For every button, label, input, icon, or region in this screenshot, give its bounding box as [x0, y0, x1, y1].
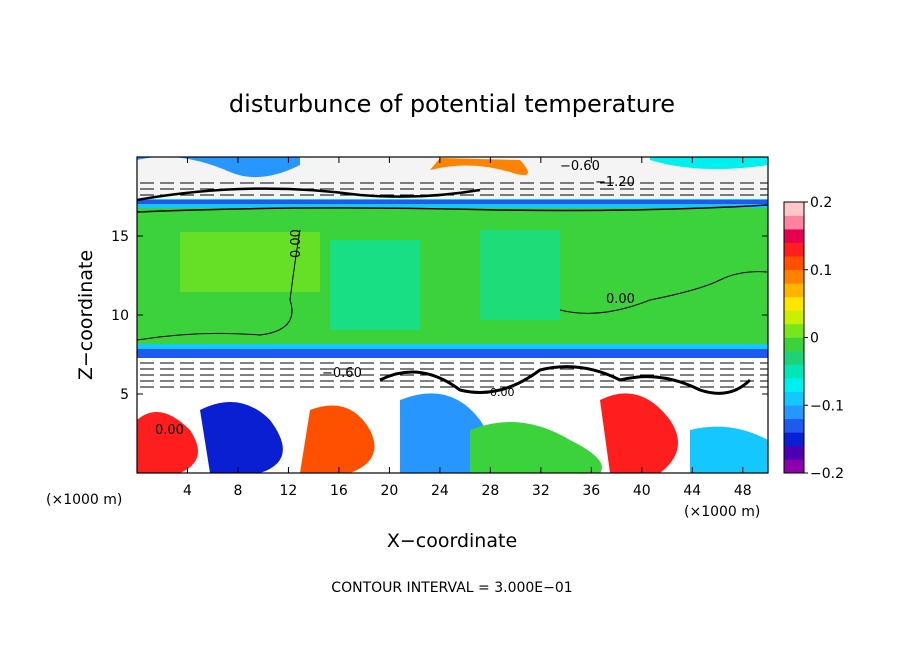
colorbar-segment	[784, 364, 804, 379]
field-green-layer-light	[180, 232, 320, 292]
contour-label: −1.20	[595, 175, 635, 190]
field-top-band-blue	[137, 200, 768, 204]
x-tick-label: 44	[683, 483, 701, 499]
colorbar-segment	[784, 405, 804, 420]
colorbar-segment	[784, 459, 804, 474]
x-tick-label: 28	[481, 483, 499, 499]
contour-thick-top	[137, 187, 481, 202]
x-tick-label: 20	[380, 483, 398, 499]
contour-interval-label: CONTOUR INTERVAL = 3.000E−01	[331, 580, 572, 596]
colorbar-segment	[784, 269, 804, 284]
y-tick-label: 5	[120, 387, 129, 403]
colorbar-segment	[784, 418, 804, 433]
field-cyan-patch-1	[330, 240, 420, 330]
contour-zero-left	[137, 229, 301, 341]
field-mid-band-blue	[137, 348, 768, 358]
field-lower-color-3	[300, 405, 375, 473]
y-axis: 5 10 15	[111, 229, 768, 403]
field-lower-color-1	[137, 412, 198, 473]
x-axis-label: X−coordinate	[387, 530, 517, 552]
field-cyan-patch-2	[480, 230, 560, 320]
colorbar-segment	[784, 256, 804, 271]
colorbar-tick-label: −0.1	[810, 398, 844, 414]
contour-label: 0.00	[289, 229, 304, 258]
contour-thick-bottom	[379, 365, 752, 395]
field-mid-band-cyan	[137, 344, 768, 349]
colorbar-segment	[784, 283, 804, 298]
contour-label: 0.00	[155, 423, 184, 438]
field-lower-color-6	[600, 393, 678, 473]
contour-zero-upper	[137, 204, 768, 213]
x-tick-label: 12	[280, 483, 298, 499]
colorbar-segment	[784, 296, 804, 311]
colorbar-tick-label: 0	[810, 331, 819, 347]
colorbar-segment	[784, 229, 804, 243]
colorbar-segment	[784, 215, 804, 230]
colorbar-tick-label: 0.2	[810, 195, 832, 211]
y-tick-label: 10	[111, 308, 129, 324]
x-tick-label: 8	[233, 483, 242, 499]
x-tick-label: 24	[431, 483, 449, 499]
colorbar-tick-label: 0.1	[810, 263, 832, 279]
colorbar-segment	[784, 378, 804, 392]
colorbar-segment	[784, 242, 804, 257]
colorbar-segment	[784, 337, 804, 352]
colorbar-segment	[784, 310, 804, 325]
contour-label: 0.00	[490, 386, 515, 399]
x-axis: 4 8 12 16 20 24 28 32 36 40 44 48	[183, 157, 752, 499]
y-axis-label: Z−coordinate	[75, 250, 97, 380]
field-upper-color-3	[650, 157, 768, 169]
field-upper-color-2	[430, 158, 528, 176]
field-lower-color-2	[200, 402, 283, 473]
contour-dashed-upper	[137, 182, 768, 198]
x-tick-label: 48	[734, 483, 752, 499]
colorbar-segment	[784, 202, 804, 216]
chart-title: disturbunce of potential temperature	[229, 90, 675, 118]
x-tick-label: 40	[633, 483, 651, 499]
y-tick-label: 15	[111, 229, 129, 245]
plot-area	[137, 157, 768, 473]
x-unit-label-left: (×1000 m)	[46, 492, 122, 508]
field-upper-color-1	[137, 157, 300, 178]
field-lower-color-7	[690, 426, 768, 473]
x-tick-label: 4	[183, 483, 192, 499]
colorbar-segment	[784, 323, 804, 338]
field-lower-color-4	[400, 393, 488, 473]
colorbar-segment	[784, 432, 804, 447]
colorbar-tick-label: −0.2	[810, 466, 844, 482]
x-unit-label-right: (×1000 m)	[684, 504, 760, 520]
field-lower-color-5	[470, 422, 602, 473]
x-tick-label: 32	[532, 483, 550, 499]
x-tick-label: 16	[330, 483, 348, 499]
x-tick-label: 36	[582, 483, 600, 499]
colorbar-segment	[784, 445, 804, 460]
contour-label: 0.00	[606, 292, 635, 307]
contour-zero-right	[559, 271, 768, 314]
colorbar-segment	[784, 351, 804, 365]
contour-label: −0.60	[322, 366, 362, 381]
colorbar-segment	[784, 391, 804, 406]
contour-label: −0.60	[560, 159, 600, 174]
colorbar: 0.2 0.1 0 −0.1 −0.2	[783, 195, 844, 482]
